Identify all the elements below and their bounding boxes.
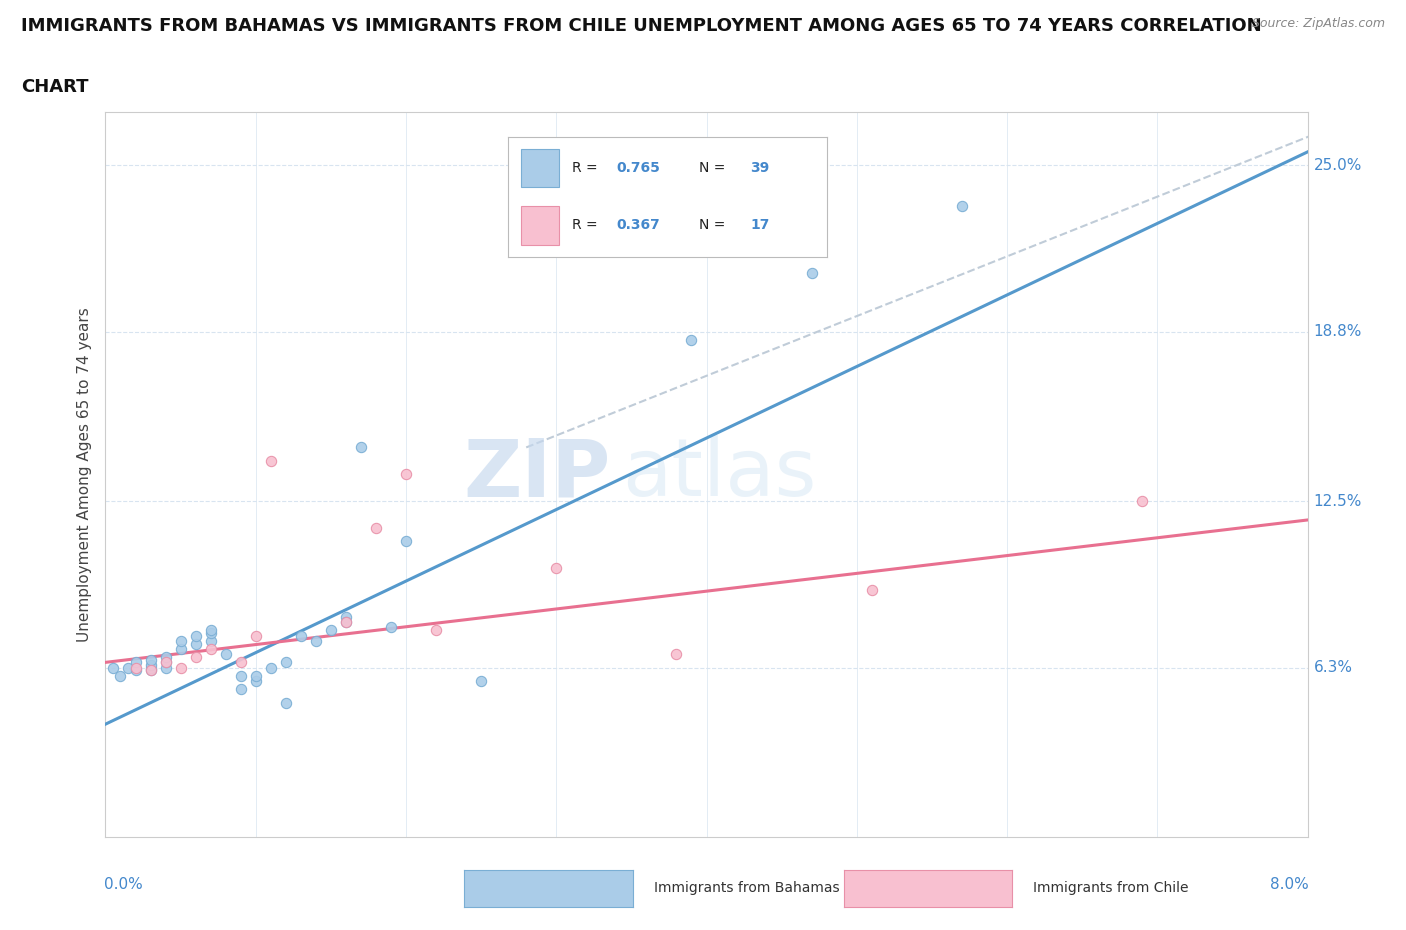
- Point: [245, 628, 267, 643]
- Point: [290, 628, 312, 643]
- Text: ZIP: ZIP: [463, 435, 610, 513]
- Point: [124, 663, 146, 678]
- Point: [124, 660, 146, 675]
- Point: [470, 673, 492, 688]
- Point: [169, 633, 191, 648]
- Text: 18.8%: 18.8%: [1313, 325, 1362, 339]
- Point: [124, 655, 146, 670]
- Point: [274, 696, 297, 711]
- Text: IMMIGRANTS FROM BAHAMAS VS IMMIGRANTS FROM CHILE UNEMPLOYMENT AMONG AGES 65 TO 7: IMMIGRANTS FROM BAHAMAS VS IMMIGRANTS FR…: [21, 17, 1261, 34]
- Point: [335, 615, 357, 630]
- Point: [139, 663, 162, 678]
- Point: [155, 649, 177, 664]
- Point: [860, 582, 883, 597]
- Point: [335, 615, 357, 630]
- Point: [101, 660, 124, 675]
- Point: [260, 660, 283, 675]
- Point: [184, 636, 207, 651]
- Point: [229, 669, 252, 684]
- Point: [665, 647, 688, 662]
- Point: [395, 534, 418, 549]
- Text: 0.0%: 0.0%: [104, 877, 143, 892]
- Text: 12.5%: 12.5%: [1313, 494, 1362, 509]
- Point: [364, 521, 387, 536]
- Point: [200, 625, 222, 640]
- Point: [229, 682, 252, 697]
- Text: atlas: atlas: [623, 435, 817, 513]
- Point: [305, 633, 328, 648]
- Point: [169, 660, 191, 675]
- Point: [260, 454, 283, 469]
- Point: [200, 633, 222, 648]
- Point: [245, 673, 267, 688]
- Point: [214, 647, 236, 662]
- Point: [335, 609, 357, 624]
- Point: [155, 655, 177, 670]
- Point: [139, 660, 162, 675]
- Text: Immigrants from Bahamas: Immigrants from Bahamas: [654, 881, 839, 896]
- Point: [110, 669, 132, 684]
- Point: [155, 655, 177, 670]
- Point: [950, 198, 973, 213]
- Point: [184, 649, 207, 664]
- Point: [117, 660, 139, 675]
- Point: [139, 652, 162, 667]
- Text: Immigrants from Chile: Immigrants from Chile: [1033, 881, 1189, 896]
- Point: [139, 658, 162, 672]
- Y-axis label: Unemployment Among Ages 65 to 74 years: Unemployment Among Ages 65 to 74 years: [76, 307, 91, 642]
- Point: [425, 623, 447, 638]
- Point: [200, 623, 222, 638]
- Point: [395, 467, 418, 482]
- Point: [1130, 494, 1153, 509]
- Point: [139, 663, 162, 678]
- Point: [274, 655, 297, 670]
- Point: [350, 440, 373, 455]
- Text: Source: ZipAtlas.com: Source: ZipAtlas.com: [1251, 17, 1385, 30]
- Text: CHART: CHART: [21, 78, 89, 96]
- Point: [380, 620, 402, 635]
- Point: [184, 628, 207, 643]
- Point: [546, 561, 568, 576]
- Point: [155, 660, 177, 675]
- Text: 25.0%: 25.0%: [1313, 158, 1362, 173]
- Text: 6.3%: 6.3%: [1313, 660, 1353, 675]
- Point: [319, 623, 342, 638]
- Point: [229, 655, 252, 670]
- Point: [800, 265, 823, 280]
- Point: [245, 669, 267, 684]
- Text: 8.0%: 8.0%: [1270, 877, 1309, 892]
- Point: [169, 642, 191, 657]
- Point: [681, 333, 703, 348]
- Point: [200, 642, 222, 657]
